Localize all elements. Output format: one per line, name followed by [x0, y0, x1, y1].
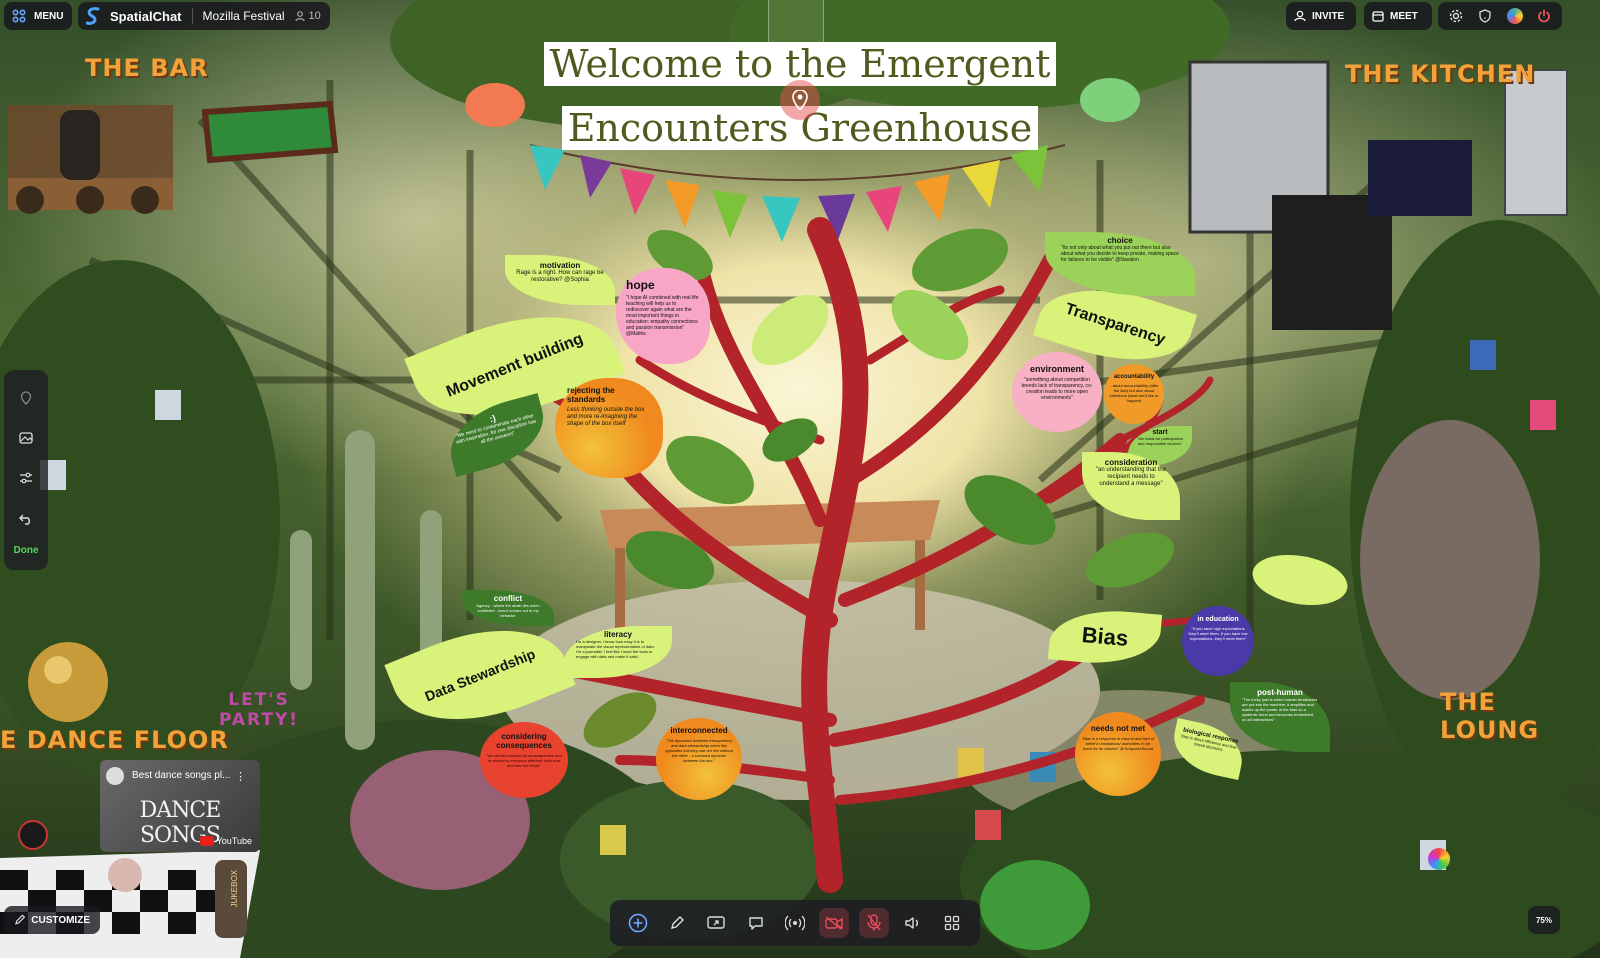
zone-label-dance-floor: E DANCE FLOOR: [0, 726, 229, 754]
camera-toggle-button[interactable]: [819, 908, 850, 938]
image-icon: [19, 432, 33, 444]
settings-button[interactable]: [1442, 2, 1470, 30]
shield-help-icon: [1479, 9, 1491, 23]
speaker-button[interactable]: [898, 908, 928, 938]
mic-off-icon: [866, 914, 881, 931]
done-button[interactable]: Done: [13, 544, 39, 556]
youtube-embed[interactable]: Best dance songs pl... ⋮ DANCE SONGS You…: [100, 760, 260, 852]
share-screen-button[interactable]: [701, 908, 731, 938]
avatar-profile[interactable]: [1428, 848, 1450, 870]
apps-button[interactable]: [937, 908, 967, 938]
speaker-icon: [905, 917, 918, 929]
camera-off-icon: [825, 916, 843, 930]
participant-count: 10: [308, 10, 321, 22]
leave-button[interactable]: [1531, 2, 1559, 30]
meet-button[interactable]: MEET: [1364, 2, 1432, 30]
help-button[interactable]: [1472, 2, 1500, 30]
youtube-logo: YouTube: [199, 836, 252, 846]
map-pin-icon: [20, 391, 32, 405]
customize-button[interactable]: CUSTOMIZE: [4, 906, 100, 934]
tool-adjust[interactable]: [12, 464, 40, 492]
youtube-play-icon: [199, 836, 214, 846]
screen-share-icon: [707, 916, 726, 929]
calendar-icon: [1372, 11, 1384, 22]
profile-button[interactable]: [1501, 2, 1529, 30]
apps-grid-icon: [945, 915, 960, 931]
user-icon: [1294, 10, 1306, 22]
tool-location[interactable]: [12, 384, 40, 412]
zoom-indicator[interactable]: 75%: [1528, 906, 1560, 934]
fruit-considering-consequences[interactable]: considering consequences "we should cons…: [480, 722, 568, 798]
avatar-dancer[interactable]: [108, 858, 142, 892]
divider: [191, 8, 193, 24]
undo-icon: [19, 514, 30, 525]
add-button[interactable]: [623, 908, 653, 938]
grid-icon: [12, 9, 26, 23]
tool-undo[interactable]: [12, 505, 40, 533]
broadcast-button[interactable]: [780, 908, 810, 938]
customize-label: CUSTOMIZE: [31, 914, 90, 926]
menu-button[interactable]: MENU: [4, 2, 72, 30]
avatar-person[interactable]: [18, 820, 48, 850]
youtube-title: Best dance songs pl...: [132, 770, 231, 781]
mic-toggle-button[interactable]: [858, 908, 889, 938]
leaf-choice[interactable]: choice "Its not only about what you put …: [1045, 232, 1195, 296]
youtube-channel-avatar: [106, 767, 124, 785]
fruit-in-education[interactable]: in education "If you have high expectati…: [1182, 606, 1254, 676]
zone-label-bar: THE BAR: [85, 54, 209, 82]
meet-label: MEET: [1390, 10, 1418, 22]
user-avatar-icon: [1506, 8, 1523, 24]
space-name: Mozilla Festival: [202, 9, 285, 23]
fruit-interconnected[interactable]: interconnected "The dynamics between tra…: [656, 718, 742, 800]
chat-button[interactable]: [741, 908, 771, 938]
fruit-hope[interactable]: hope "I hope AI combined with real life …: [616, 268, 710, 364]
fruit-environment[interactable]: environment "something about competition…: [1012, 352, 1102, 432]
spatialchat-logo-icon: [86, 7, 100, 25]
invite-label: INVITE: [1312, 10, 1345, 22]
invite-button[interactable]: INVITE: [1286, 2, 1356, 30]
gear-icon: [1449, 9, 1462, 23]
zone-label-lounge: THE LOUNG: [1440, 688, 1540, 744]
draw-button[interactable]: [662, 908, 692, 938]
greenhouse-title-line1: Welcome to the Emergent: [0, 42, 1600, 86]
youtube-more-icon[interactable]: ⋮: [235, 771, 246, 783]
broadcast-icon: [784, 915, 805, 931]
bottom-toolbar: [610, 900, 980, 946]
party-sign: LET'S PARTY!: [218, 690, 300, 730]
plus-circle-icon: [628, 913, 647, 933]
fruit-rejecting-standards[interactable]: rejecting the standards Less thinking ou…: [555, 378, 663, 478]
fruit-needs-not-met[interactable]: needs not met "Bias is a response to tra…: [1075, 712, 1161, 796]
space-info[interactable]: SpatialChat Mozilla Festival 10: [78, 2, 330, 30]
jukebox[interactable]: JUKEBOX: [230, 870, 239, 908]
app-name: SpatialChat: [110, 8, 182, 24]
location-pin-icon[interactable]: [780, 80, 820, 120]
fruit-accountability[interactable]: accountability ...about accountability (…: [1104, 364, 1164, 424]
tool-background[interactable]: [12, 424, 40, 452]
left-toolbar: Done: [4, 370, 48, 570]
person-icon: [294, 10, 305, 21]
zone-label-kitchen: THE KITCHEN: [1345, 60, 1536, 88]
top-right-controls: [1438, 2, 1562, 30]
pen-icon: [671, 916, 684, 929]
chat-bubble-icon: [748, 917, 763, 930]
menu-label: MENU: [34, 10, 64, 22]
top-center-handle[interactable]: [768, 0, 824, 44]
pencil-icon: [14, 914, 26, 925]
power-icon: [1538, 9, 1550, 23]
sliders-icon: [20, 473, 32, 484]
